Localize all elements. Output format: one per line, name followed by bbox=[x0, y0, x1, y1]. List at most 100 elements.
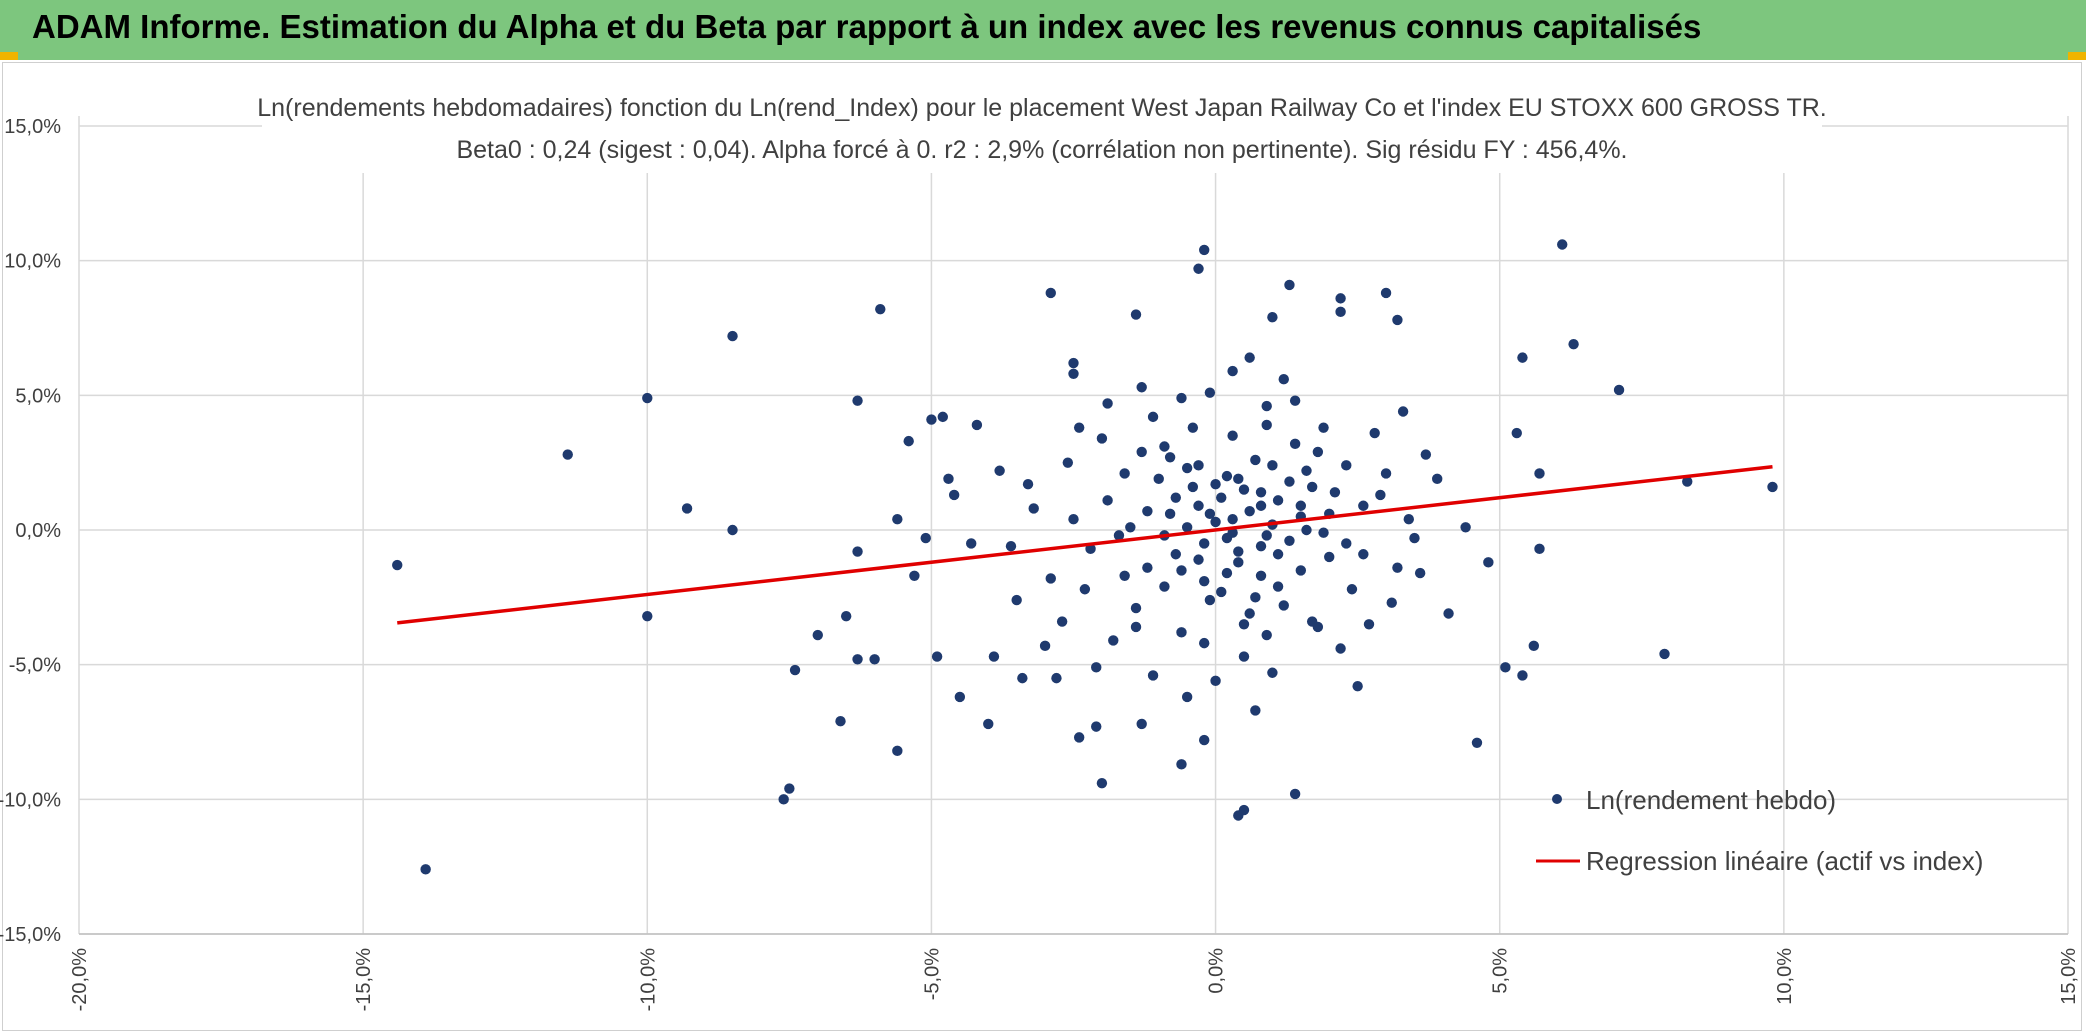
data-point bbox=[1119, 468, 1130, 479]
data-point bbox=[1324, 551, 1335, 563]
data-point bbox=[1557, 239, 1568, 250]
data-point bbox=[1380, 468, 1392, 479]
data-point bbox=[1289, 788, 1301, 800]
data-point bbox=[1341, 460, 1352, 471]
data-point bbox=[1028, 503, 1039, 514]
data-point bbox=[1278, 600, 1289, 611]
data-point bbox=[1176, 565, 1187, 576]
data-point bbox=[1193, 500, 1204, 511]
data-points bbox=[392, 239, 1778, 875]
data-point bbox=[1335, 643, 1346, 654]
data-point bbox=[1250, 454, 1261, 466]
data-point bbox=[1113, 530, 1125, 541]
data-point bbox=[892, 514, 903, 525]
data-point bbox=[1289, 438, 1301, 450]
data-point bbox=[1187, 481, 1199, 493]
data-point bbox=[1255, 570, 1267, 581]
data-point bbox=[1295, 565, 1307, 576]
data-point bbox=[1267, 460, 1278, 471]
data-point bbox=[1181, 691, 1193, 703]
legend-marker-points bbox=[1552, 794, 1562, 804]
corner-marker-right bbox=[2068, 52, 2086, 60]
report-title: ADAM Informe. Estimation du Alpha et du … bbox=[32, 8, 1702, 45]
data-point bbox=[971, 419, 983, 431]
data-point bbox=[1136, 382, 1147, 393]
data-point bbox=[642, 610, 653, 622]
data-point bbox=[784, 783, 795, 794]
data-point bbox=[1392, 562, 1403, 573]
regression-layer bbox=[397, 464, 1773, 625]
axis-ticks: 15,0% 10,0% 5,0% 0,0% -5,0% -10,0% -15,0% -20,0… bbox=[0, 116, 2080, 1011]
data-point bbox=[778, 794, 789, 805]
x-tick-label: -15,0% bbox=[353, 948, 375, 1012]
data-point bbox=[1301, 465, 1312, 476]
data-point bbox=[1096, 433, 1108, 444]
data-point bbox=[562, 449, 573, 460]
data-point bbox=[1261, 629, 1272, 641]
data-point bbox=[1125, 522, 1136, 533]
data-point bbox=[1181, 522, 1193, 533]
x-tick-label: -10,0% bbox=[637, 948, 659, 1012]
data-point bbox=[1045, 287, 1056, 299]
data-point bbox=[1136, 718, 1147, 730]
data-point bbox=[1210, 479, 1221, 490]
data-point bbox=[1255, 500, 1267, 511]
data-point bbox=[840, 610, 852, 622]
data-point bbox=[1392, 314, 1403, 326]
data-point bbox=[926, 414, 937, 425]
data-point bbox=[1164, 452, 1176, 463]
data-point bbox=[1102, 495, 1113, 506]
data-point bbox=[1221, 567, 1233, 579]
y-tick-label: -10,0% bbox=[0, 789, 61, 811]
data-point bbox=[1091, 721, 1102, 732]
data-point bbox=[1062, 457, 1074, 468]
data-point bbox=[1199, 575, 1210, 587]
data-point bbox=[1284, 279, 1295, 291]
data-point bbox=[1255, 540, 1267, 552]
data-point bbox=[1352, 681, 1363, 692]
data-point bbox=[1227, 527, 1238, 538]
data-point bbox=[1011, 594, 1022, 606]
data-point bbox=[1170, 549, 1181, 560]
data-point bbox=[903, 435, 914, 447]
y-tick-label: -5,0% bbox=[9, 655, 61, 677]
data-point bbox=[1335, 293, 1346, 304]
data-point bbox=[1261, 400, 1272, 412]
data-point bbox=[1250, 592, 1261, 603]
data-point bbox=[983, 718, 994, 730]
data-point bbox=[943, 473, 954, 485]
data-point bbox=[1073, 422, 1085, 433]
data-point bbox=[937, 411, 948, 423]
data-point bbox=[1278, 373, 1289, 385]
data-point bbox=[1102, 398, 1113, 409]
data-point bbox=[1238, 804, 1250, 816]
data-point bbox=[1335, 306, 1346, 318]
x-tick-label: 5,0% bbox=[1490, 948, 1512, 994]
data-point bbox=[1534, 468, 1545, 479]
data-point bbox=[1199, 244, 1210, 256]
data-point bbox=[1068, 357, 1079, 369]
data-point bbox=[1517, 352, 1528, 363]
data-point bbox=[1073, 732, 1085, 743]
data-point bbox=[1210, 516, 1221, 528]
data-point bbox=[642, 392, 653, 404]
data-point bbox=[1483, 557, 1494, 568]
data-point bbox=[1613, 384, 1625, 396]
data-point bbox=[1227, 514, 1238, 525]
data-point bbox=[1272, 549, 1284, 560]
y-tick-label: 15,0% bbox=[4, 116, 61, 138]
corner-marker-left bbox=[0, 52, 18, 60]
data-point bbox=[1170, 492, 1181, 503]
data-point bbox=[1346, 584, 1358, 595]
data-point bbox=[1068, 368, 1079, 379]
data-point bbox=[954, 691, 966, 703]
data-point bbox=[1068, 514, 1079, 525]
data-point bbox=[1238, 619, 1250, 630]
data-point bbox=[892, 745, 903, 757]
data-point bbox=[852, 395, 863, 406]
x-tick-label: 0,0% bbox=[1206, 948, 1228, 994]
data-point bbox=[931, 651, 943, 662]
data-point bbox=[1159, 581, 1170, 592]
data-point bbox=[1284, 476, 1295, 487]
data-point bbox=[1295, 500, 1307, 511]
